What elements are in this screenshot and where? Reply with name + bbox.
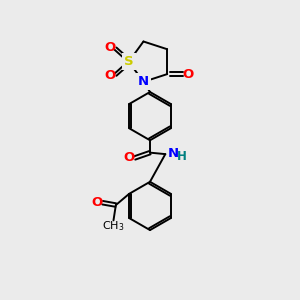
Text: N: N <box>168 147 179 160</box>
Text: CH$_3$: CH$_3$ <box>102 219 125 233</box>
Text: O: O <box>104 69 115 82</box>
Text: O: O <box>182 68 194 81</box>
Text: O: O <box>124 152 135 164</box>
Text: O: O <box>92 196 103 209</box>
Text: O: O <box>104 41 115 54</box>
Text: S: S <box>124 55 134 68</box>
Text: H: H <box>177 150 186 163</box>
Text: N: N <box>138 75 149 88</box>
